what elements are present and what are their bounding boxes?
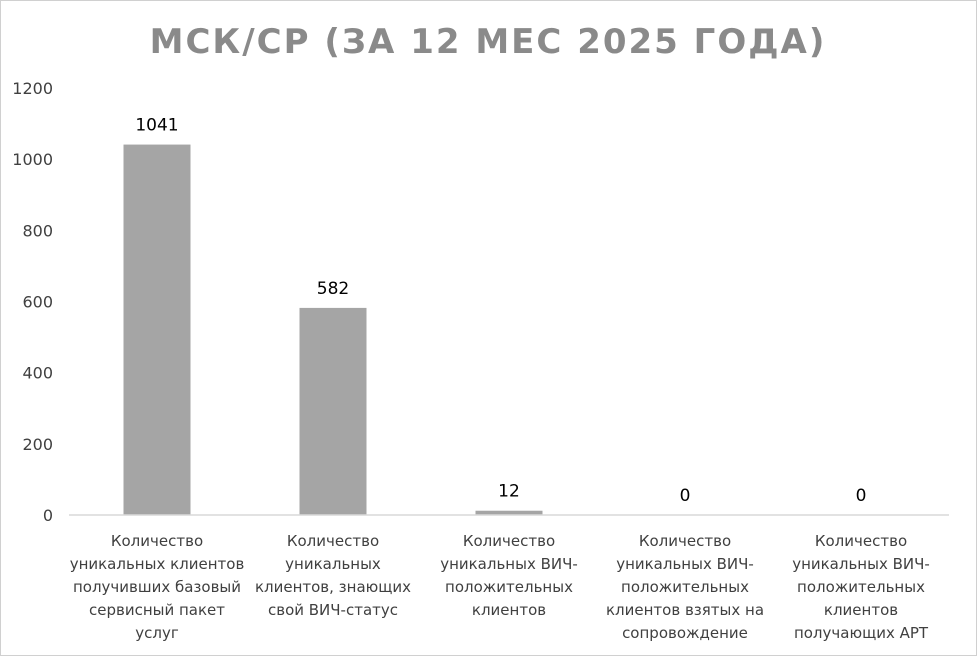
x-tick-label: Количество уникальных ВИЧ-положительных кл… xyxy=(440,532,578,619)
x-tick-label-line: уникальных клиентов xyxy=(70,555,245,573)
x-tick-label-line: уникальных ВИЧ- xyxy=(616,555,754,573)
x-tick-label-line: уникальных ВИЧ- xyxy=(792,555,930,573)
x-tick-label: Количество уникальных клиентов, знающих сво… xyxy=(255,532,411,619)
data-label: 0 xyxy=(680,486,691,506)
x-tick-label-line: получающих АРТ xyxy=(794,624,929,642)
x-tick-label-line: Количество xyxy=(111,532,203,550)
data-label: 582 xyxy=(317,279,349,299)
x-tick-label-line: сопровождение xyxy=(622,624,748,642)
x-tick-label-line: положительных xyxy=(621,578,749,596)
x-axis: Количество уникальных клиентов получивших … xyxy=(70,532,930,642)
data-label: 12 xyxy=(498,482,520,502)
x-tick-label-line: уникальных xyxy=(285,555,381,573)
x-tick-label: Количество уникальных ВИЧ-положительных кл… xyxy=(792,532,930,642)
x-tick-label-line: Количество xyxy=(815,532,907,550)
x-tick-label: Количество уникальных клиентов получивших … xyxy=(70,532,245,642)
data-label: 0 xyxy=(856,486,867,506)
x-tick-label-line: уникальных ВИЧ- xyxy=(440,555,578,573)
y-axis: 0 200 400 600 800 1000 1200 xyxy=(12,79,53,525)
x-tick-label-line: клиентов xyxy=(472,601,546,619)
y-tick-label: 200 xyxy=(22,435,53,454)
data-labels: 1041 582 12 0 0 xyxy=(135,116,866,506)
x-tick-label-line: сервисный пакет xyxy=(89,601,225,619)
x-tick-label-line: Количество xyxy=(463,532,555,550)
y-tick-label: 800 xyxy=(22,221,53,240)
x-tick-label-line: свой ВИЧ-статус xyxy=(268,601,398,619)
bar xyxy=(299,307,367,515)
x-tick-label-line: Количество xyxy=(287,532,379,550)
x-tick-label-line: клиентов xyxy=(824,601,898,619)
x-tick-label-line: клиентов, знающих xyxy=(255,578,411,596)
x-tick-label-line: клиентов взятых на xyxy=(606,601,764,619)
x-tick-label-line: Количество xyxy=(639,532,731,550)
y-tick-label: 1200 xyxy=(12,79,53,98)
bar xyxy=(475,510,543,515)
x-tick-label-line: получивших базовый xyxy=(73,578,241,596)
x-tick-label-line: услуг xyxy=(135,624,179,642)
data-label: 1041 xyxy=(135,116,178,136)
y-tick-label: 400 xyxy=(22,364,53,383)
x-tick-label: Количество уникальных ВИЧ-положительных кл… xyxy=(606,532,764,642)
y-tick-label: 0 xyxy=(43,506,53,525)
x-tick-label-line: положительных xyxy=(445,578,573,596)
bars xyxy=(123,144,543,515)
bar xyxy=(123,144,191,515)
x-tick-label-line: положительных xyxy=(797,578,925,596)
y-tick-label: 1000 xyxy=(12,150,53,169)
chart-title: МСК/СР (ЗА 12 МЕС 2025 ГОДА) xyxy=(150,22,827,62)
y-tick-label: 600 xyxy=(22,293,53,312)
